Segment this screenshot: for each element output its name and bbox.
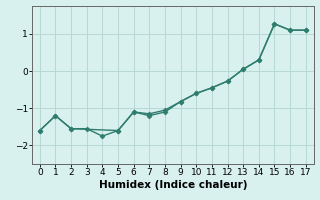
- X-axis label: Humidex (Indice chaleur): Humidex (Indice chaleur): [99, 180, 247, 190]
